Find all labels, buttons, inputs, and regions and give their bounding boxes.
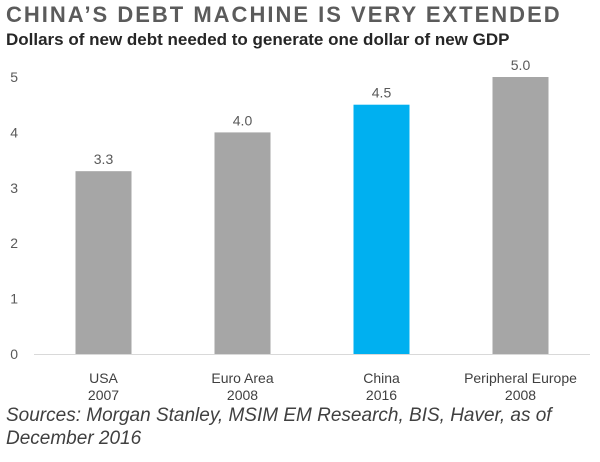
x-tick-label: Euro Area: [211, 370, 273, 386]
y-tick-label: 0: [10, 346, 18, 362]
x-tick-label: 2007: [88, 387, 119, 400]
y-tick-label: 4: [10, 124, 18, 140]
chart-subtitle: Dollars of new debt needed to generate o…: [6, 30, 510, 49]
bar: [75, 171, 132, 354]
x-tick-label: 2008: [227, 387, 258, 400]
y-tick-label: 1: [10, 291, 18, 307]
x-tick-label: China: [363, 370, 400, 386]
data-label: 4.0: [233, 112, 253, 128]
x-tick-label: USA: [89, 370, 118, 386]
data-label: 3.3: [94, 151, 114, 167]
bar: [492, 77, 549, 354]
x-tick-label: 2016: [366, 387, 397, 400]
y-tick-label: 2: [10, 235, 18, 251]
bar: [353, 104, 410, 354]
data-label: 4.5: [372, 85, 392, 101]
bar: [214, 132, 271, 354]
y-tick-label: 5: [10, 69, 18, 85]
source-note: Sources: Morgan Stanley, MSIM EM Researc…: [6, 405, 552, 449]
x-tick-label: Peripheral Europe: [464, 370, 577, 386]
chart-title: CHINA’S DEBT MACHINE IS VERY EXTENDED: [6, 2, 562, 27]
data-label: 5.0: [511, 57, 531, 73]
y-tick-label: 3: [10, 180, 18, 196]
x-tick-label: 2008: [505, 387, 536, 400]
